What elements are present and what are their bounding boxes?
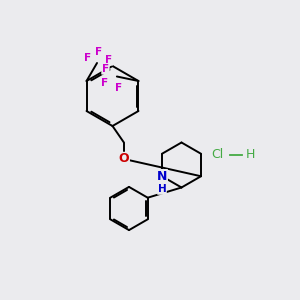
Text: F: F	[101, 77, 108, 88]
Text: F: F	[102, 64, 109, 74]
Text: Cl: Cl	[212, 148, 224, 161]
Text: H: H	[246, 148, 255, 161]
Text: F: F	[106, 55, 112, 65]
Text: H: H	[158, 184, 166, 194]
Text: N: N	[157, 170, 167, 183]
Text: F: F	[84, 52, 91, 63]
Text: F: F	[95, 46, 102, 57]
Text: F: F	[115, 83, 122, 93]
Text: O: O	[118, 152, 129, 166]
